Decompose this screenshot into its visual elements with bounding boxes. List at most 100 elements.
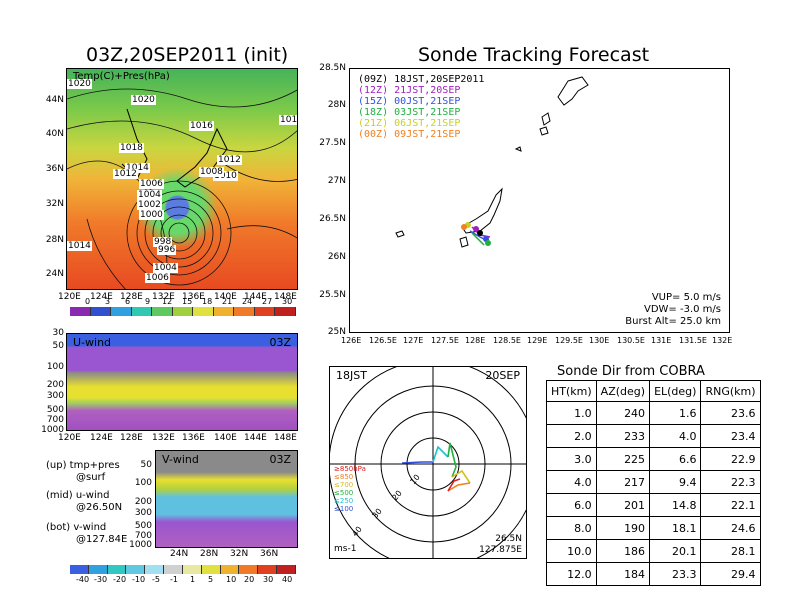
pressure-label: 1016 [189, 121, 214, 131]
colorbar-tick: 27 [262, 297, 273, 306]
pressure-tick: 100 [134, 478, 152, 488]
table-cell: 12.0 [546, 562, 597, 586]
colorbar-tick: -20 [113, 575, 127, 584]
table-row: 1.0 240 1.6 23.6 [546, 401, 761, 425]
colorbar-tick: 24 [242, 297, 253, 306]
table-row: 2.0 233 4.0 23.4 [546, 424, 761, 448]
note-text: @surf [76, 472, 106, 483]
colorbar-tick: 1 [190, 575, 196, 584]
table-cell: 4.0 [546, 470, 597, 494]
legend-entry-12z: (12Z) 21JST,20SEP [358, 85, 461, 96]
level-entry: ≤700 [334, 481, 354, 489]
table-cell: 14.8 [649, 493, 702, 517]
table-row: 12.0 184 23.3 29.4 [546, 562, 761, 586]
pressure-tick: 500 [46, 405, 64, 415]
table-cell: 4.0 [649, 424, 702, 448]
lon-tick: 128E [465, 336, 486, 345]
polar-date: 20SEP [485, 369, 520, 382]
tracking-legend: (09Z) 18JST,20SEP2011 (12Z) 21JST,20SEP … [358, 74, 484, 140]
lon-tick: 126E [341, 336, 362, 345]
lon-tick: 136E [182, 292, 205, 302]
colorbar-tick: 15 [182, 297, 193, 306]
colorbar-tick: -5 [152, 575, 160, 584]
level-entry: ≥850hPa [334, 465, 366, 473]
lat-tick: 25.5N [319, 290, 346, 300]
lon-tick: 129E [527, 336, 548, 345]
colorbar-tick: 9 [145, 297, 151, 306]
table-cell: 233 [595, 424, 651, 448]
table-row: 6.0 201 14.8 22.1 [546, 493, 761, 517]
polar-lat: 26.5N [495, 534, 522, 544]
table-cell: 29.4 [700, 562, 761, 586]
column-header: RNG(km) [700, 380, 761, 402]
pressure-label: 1004 [137, 190, 162, 200]
colorbar-tick: 30 [263, 575, 274, 584]
pressure-label: 1000 [139, 210, 164, 220]
lon-tick: 132E [152, 433, 175, 443]
colorbar-tick: 30 [282, 297, 293, 306]
lat-tick: 27N [327, 176, 346, 186]
u-wind-time: 03Z [269, 336, 291, 349]
pressure-label: 1014 [125, 163, 150, 173]
pressure-tick: 300 [134, 508, 152, 518]
lat-tick: 26.5N [319, 214, 346, 224]
pressure-tick: 700 [46, 415, 64, 425]
legend-entry-00z: (00Z) 09JST,21SEP [358, 129, 461, 140]
pressure-tick: 50 [140, 460, 152, 470]
note-text: (bot) v-wind [46, 522, 107, 533]
pressure-label: 1004 [153, 263, 178, 273]
pressure-tick: 300 [46, 391, 64, 401]
lon-tick: 128.5E [493, 336, 521, 345]
table-cell: 22.3 [700, 470, 761, 494]
table-cell: 6.6 [649, 447, 702, 471]
table-cell: 23.6 [700, 401, 761, 425]
note-up: (up) tmp+pres @surf [46, 460, 120, 484]
level-entry: ≤500 [334, 489, 354, 497]
legend-entry-21z: (21Z) 06JST,21SEP [358, 118, 461, 129]
lon-tick: 136E [182, 433, 205, 443]
lon-tick: 120E [58, 292, 81, 302]
tracking-info: VUP= 5.0 m/s VDW= -3.0 m/s Burst Alt= 25… [625, 292, 721, 328]
table-cell: 24.6 [700, 516, 761, 540]
table-cell: 22.1 [700, 493, 761, 517]
pressure-label: 1006 [139, 179, 164, 189]
lon-tick: 128E [120, 433, 143, 443]
level-entry: ≤100 [334, 505, 354, 513]
u-wind-panel: U-wind 03Z [66, 333, 298, 431]
note-text: @26.50N [76, 502, 123, 513]
level-legend: ≥850hPa ≤850 ≤700 ≤500 ≤250 ≤100 [334, 465, 366, 513]
colorbar-tick: -30 [94, 575, 108, 584]
table-cell: 240 [595, 401, 651, 425]
lat-tick: 36N [45, 164, 64, 174]
table-cell: 22.9 [700, 447, 761, 471]
lat-tick: 36N [260, 549, 279, 559]
map-subtitle: Temp(C)+Pres(hPa) [73, 71, 170, 82]
lat-tick: 24N [170, 549, 189, 559]
level-entry: ≤250 [334, 497, 354, 505]
colorbar-tick: -1 [170, 575, 178, 584]
lon-tick: 144E [244, 292, 267, 302]
colorbar-tick: -10 [132, 575, 146, 584]
lon-tick: 144E [244, 433, 267, 443]
legend-entry-09z: (09Z) 18JST,20SEP2011 [358, 74, 485, 85]
colorbar-tick: 40 [282, 575, 293, 584]
table-cell: 201 [595, 493, 651, 517]
pressure-label: 1002 [137, 200, 162, 210]
lat-tick: 25N [327, 327, 346, 337]
lon-tick: 124E [90, 433, 113, 443]
colorbar-tick: 21 [222, 297, 233, 306]
lon-tick: 124E [90, 292, 113, 302]
legend-entry-15z: (15Z) 00JST,21SEP [358, 96, 461, 107]
v-wind-label: V-wind [162, 453, 199, 466]
colorbar-tick: 20 [244, 575, 255, 584]
v-wind-panel: V-wind 03Z [155, 450, 298, 548]
temp-colorbar [70, 307, 297, 316]
lon-tick: 128E [120, 292, 143, 302]
pressure-label: 101 [279, 115, 298, 125]
lat-tick: 32N [230, 549, 249, 559]
lon-tick: 132E [152, 292, 175, 302]
pressure-label: 1008 [199, 167, 224, 177]
colorbar-tick: 6 [125, 297, 131, 306]
table-cell: 18.1 [649, 516, 702, 540]
pressure-label: 1010 [213, 171, 238, 181]
